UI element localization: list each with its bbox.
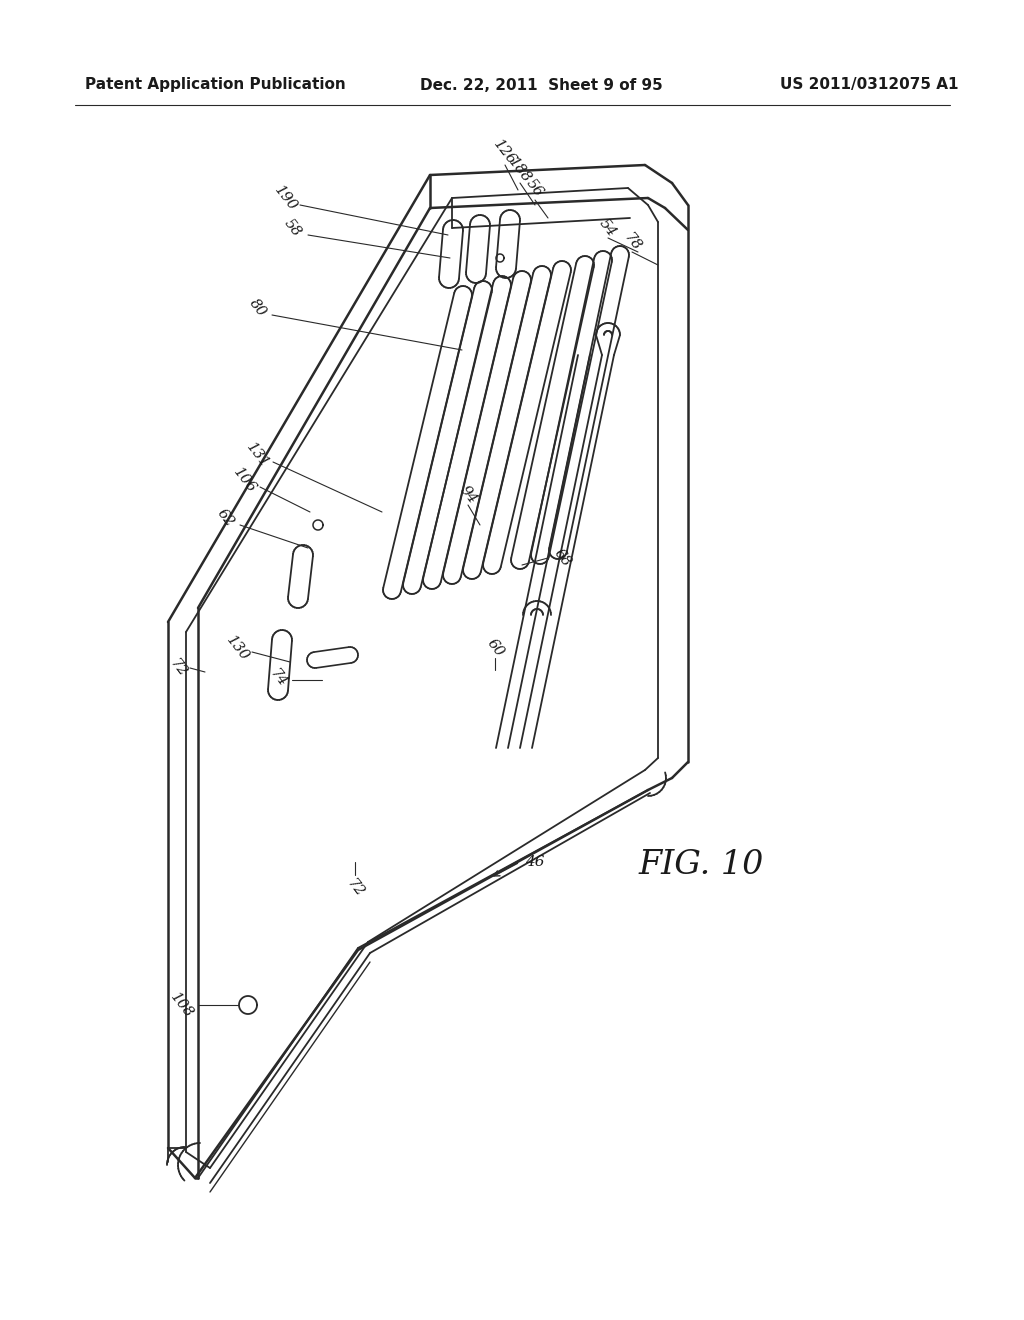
Text: 46: 46 <box>525 855 545 869</box>
Text: US 2011/0312075 A1: US 2011/0312075 A1 <box>780 78 958 92</box>
Text: Dec. 22, 2011  Sheet 9 of 95: Dec. 22, 2011 Sheet 9 of 95 <box>420 78 663 92</box>
Text: 74: 74 <box>267 667 289 689</box>
Text: 80: 80 <box>247 297 269 319</box>
Text: 94: 94 <box>457 483 479 507</box>
Text: 126: 126 <box>490 137 519 168</box>
Text: 58: 58 <box>282 216 304 240</box>
Text: 60: 60 <box>483 636 506 660</box>
Text: 78: 78 <box>621 231 643 253</box>
Text: 130: 130 <box>224 632 252 663</box>
Text: 72: 72 <box>167 656 189 680</box>
Text: 108: 108 <box>168 990 196 1020</box>
Text: 62: 62 <box>214 507 237 529</box>
Text: 72: 72 <box>344 876 367 900</box>
Text: 131: 131 <box>244 440 272 470</box>
Text: 56: 56 <box>524 177 546 199</box>
Text: 68: 68 <box>551 546 573 570</box>
Text: Patent Application Publication: Patent Application Publication <box>85 78 346 92</box>
Text: 188: 188 <box>506 154 535 185</box>
Text: FIG. 10: FIG. 10 <box>638 849 763 880</box>
Text: 106: 106 <box>231 465 259 495</box>
Text: 54: 54 <box>597 216 620 240</box>
Text: 190: 190 <box>272 182 300 214</box>
